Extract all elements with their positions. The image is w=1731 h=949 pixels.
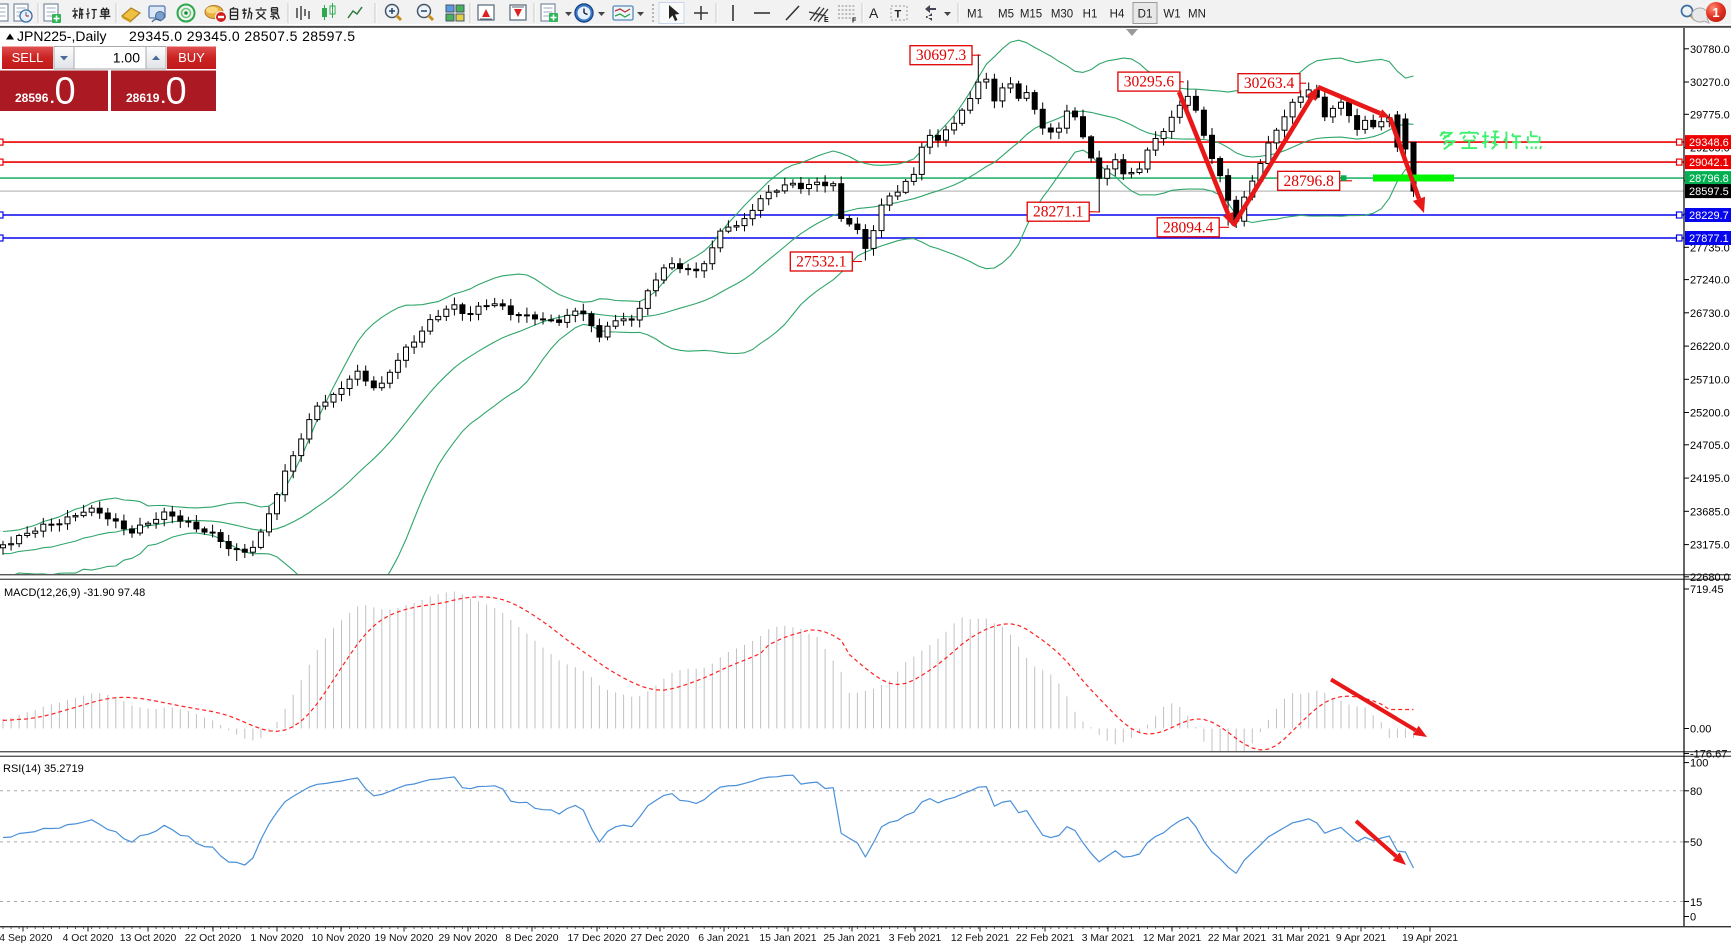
svg-text:28271.1: 28271.1 xyxy=(1033,204,1083,221)
svg-text:17 Dec 2020: 17 Dec 2020 xyxy=(568,933,627,944)
svg-text:27877.1: 27877.1 xyxy=(1689,233,1729,245)
svg-text:3 Mar 2021: 3 Mar 2021 xyxy=(1082,933,1135,944)
svg-text:80: 80 xyxy=(1690,786,1702,798)
svg-text:1 Nov 2020: 1 Nov 2020 xyxy=(250,933,303,944)
svg-text:28796.8: 28796.8 xyxy=(1284,173,1335,190)
svg-text:29348.6: 29348.6 xyxy=(1689,137,1729,149)
svg-text:25710.0: 25710.0 xyxy=(1690,374,1730,386)
svg-text:4 Oct 2020: 4 Oct 2020 xyxy=(63,933,114,944)
svg-text:25200.0: 25200.0 xyxy=(1690,408,1730,420)
svg-text:13 Oct 2020: 13 Oct 2020 xyxy=(120,933,177,944)
svg-text:24 Sep 2020: 24 Sep 2020 xyxy=(0,933,53,944)
svg-text:12 Feb 2021: 12 Feb 2021 xyxy=(951,933,1010,944)
svg-text:30697.3: 30697.3 xyxy=(916,47,967,64)
svg-text:RSI(14) 35.2719: RSI(14) 35.2719 xyxy=(3,763,84,775)
svg-text:0: 0 xyxy=(1690,912,1696,924)
svg-text:BUY: BUY xyxy=(178,50,205,65)
svg-text:22 Oct 2020: 22 Oct 2020 xyxy=(185,933,242,944)
svg-text:0.00: 0.00 xyxy=(1690,724,1711,736)
svg-text:25 Jan 2021: 25 Jan 2021 xyxy=(823,933,880,944)
svg-text:JPN225-,Daily: JPN225-,Daily xyxy=(17,28,106,44)
svg-text:-176.67: -176.67 xyxy=(1690,749,1727,761)
svg-text:M15: M15 xyxy=(1020,9,1042,21)
svg-text:29775.0: 29775.0 xyxy=(1690,109,1730,121)
svg-text:D1: D1 xyxy=(1138,9,1153,21)
svg-text:23175.0: 23175.0 xyxy=(1690,540,1730,552)
svg-text:24705.0: 24705.0 xyxy=(1690,440,1730,452)
svg-text:26220.0: 26220.0 xyxy=(1690,341,1730,353)
svg-text:6 Jan 2021: 6 Jan 2021 xyxy=(698,933,750,944)
svg-text:0: 0 xyxy=(166,71,187,113)
svg-text:M5: M5 xyxy=(998,9,1014,21)
svg-text:F: F xyxy=(852,18,857,25)
svg-text:100: 100 xyxy=(1690,758,1708,770)
svg-text:0: 0 xyxy=(55,71,76,113)
svg-text:22 Mar 2021: 22 Mar 2021 xyxy=(1208,933,1267,944)
svg-text:28094.4: 28094.4 xyxy=(1163,219,1214,236)
svg-text:31 Mar 2021: 31 Mar 2021 xyxy=(1272,933,1331,944)
svg-text:9 Apr 2021: 9 Apr 2021 xyxy=(1336,933,1386,944)
svg-text:15: 15 xyxy=(1690,897,1702,909)
svg-text:12 Mar 2021: 12 Mar 2021 xyxy=(1143,933,1202,944)
svg-text:19 Nov 2020: 19 Nov 2020 xyxy=(375,933,434,944)
svg-text:H1: H1 xyxy=(1083,9,1098,21)
svg-text:27240.0: 27240.0 xyxy=(1690,275,1730,287)
svg-text:28796.8: 28796.8 xyxy=(1689,173,1729,185)
svg-text:50: 50 xyxy=(1690,837,1702,849)
svg-text:22 Feb 2021: 22 Feb 2021 xyxy=(1016,933,1075,944)
svg-text:.: . xyxy=(161,90,165,107)
svg-text:1.00: 1.00 xyxy=(113,50,140,66)
svg-text:27532.1: 27532.1 xyxy=(796,254,846,271)
svg-text:MN: MN xyxy=(1188,9,1206,21)
svg-text:28229.7: 28229.7 xyxy=(1689,210,1729,222)
svg-text:19 Apr 2021: 19 Apr 2021 xyxy=(1402,933,1458,944)
svg-text:10 Nov 2020: 10 Nov 2020 xyxy=(312,933,371,944)
svg-text:T: T xyxy=(895,9,902,21)
svg-text:30780.0: 30780.0 xyxy=(1690,44,1730,56)
svg-text:E: E xyxy=(824,17,829,24)
svg-text:28619: 28619 xyxy=(126,91,160,105)
svg-text:719.45: 719.45 xyxy=(1690,584,1724,596)
svg-text:27 Dec 2020: 27 Dec 2020 xyxy=(631,933,690,944)
svg-text:15 Jan 2021: 15 Jan 2021 xyxy=(759,933,816,944)
svg-text:28596: 28596 xyxy=(15,91,49,105)
svg-text:23685.0: 23685.0 xyxy=(1690,506,1730,518)
svg-text:3 Feb 2021: 3 Feb 2021 xyxy=(889,933,942,944)
svg-text:29345.0 29345.0 28507.5 28597.: 29345.0 29345.0 28507.5 28597.5 xyxy=(129,28,356,44)
svg-text:26730.0: 26730.0 xyxy=(1690,308,1730,320)
svg-text:1: 1 xyxy=(1712,5,1719,20)
svg-text:MACD(12,26,9) -31.90 97.48: MACD(12,26,9) -31.90 97.48 xyxy=(4,587,145,599)
svg-text:SELL: SELL xyxy=(12,50,44,65)
svg-text:M1: M1 xyxy=(967,9,983,21)
svg-text:22680.0: 22680.0 xyxy=(1690,572,1730,584)
svg-text:30270.0: 30270.0 xyxy=(1690,77,1730,89)
svg-text:28597.5: 28597.5 xyxy=(1689,186,1729,198)
svg-text:29 Nov 2020: 29 Nov 2020 xyxy=(439,933,498,944)
svg-text:8 Dec 2020: 8 Dec 2020 xyxy=(505,933,558,944)
svg-text:29042.1: 29042.1 xyxy=(1689,157,1729,169)
svg-text:A: A xyxy=(869,5,879,21)
svg-text:24195.0: 24195.0 xyxy=(1690,473,1730,485)
svg-text:.: . xyxy=(50,90,54,107)
svg-text:W1: W1 xyxy=(1163,9,1180,21)
svg-text:30263.4: 30263.4 xyxy=(1244,75,1295,92)
svg-text:27735.0: 27735.0 xyxy=(1690,242,1730,254)
svg-text:30295.6: 30295.6 xyxy=(1124,74,1175,91)
svg-text:M30: M30 xyxy=(1051,9,1073,21)
svg-text:H4: H4 xyxy=(1110,9,1125,21)
